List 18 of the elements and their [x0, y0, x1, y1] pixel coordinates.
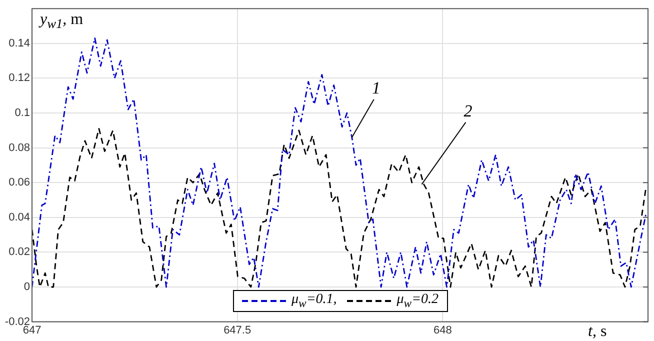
y-tick-label: 0.02	[8, 246, 30, 258]
annotation: 2	[464, 101, 473, 120]
x-tick-label: 647	[22, 324, 42, 336]
y-axis-title: y$_{w1}$, m	[40, 10, 84, 32]
y-tick-label: 0.14	[8, 37, 30, 50]
legend-label: μ$_{w}$=0.1,	[292, 292, 337, 310]
y-tick-label: 0	[24, 281, 30, 294]
annotation: 1	[372, 78, 380, 98]
y-tick-label: 0.12	[8, 72, 30, 84]
y-tick-label: 0.08	[8, 142, 30, 154]
y-tick-label: 0.06	[8, 176, 30, 189]
y-tick-label: 0.04	[8, 211, 30, 224]
x-tick-label: 647.5	[224, 324, 252, 336]
y-tick-label: 0.1	[14, 107, 30, 120]
x-axis-title: t, s	[588, 322, 607, 341]
x-tick-label: 648	[433, 324, 452, 336]
legend-label: μ$_{w}$=0.2	[396, 292, 439, 310]
line-series	[32, 37, 647, 288]
